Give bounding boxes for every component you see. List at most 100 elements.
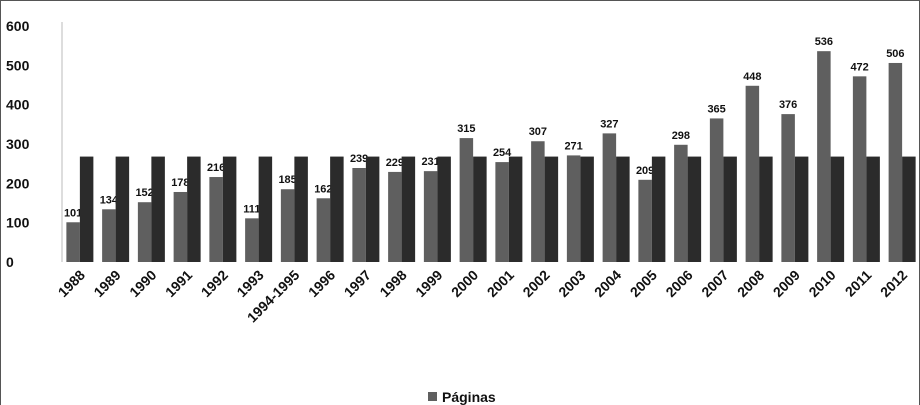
y-tick-label: 500 bbox=[6, 57, 30, 73]
bar bbox=[817, 51, 831, 262]
bar bbox=[79, 156, 94, 262]
x-tick-label: 2012 bbox=[877, 267, 910, 300]
data-label: 315 bbox=[457, 123, 475, 135]
x-tick-label: 2008 bbox=[734, 267, 767, 300]
y-tick-label: 100 bbox=[6, 215, 30, 231]
x-tick-label: 2007 bbox=[698, 267, 731, 300]
x-tick-label: 1996 bbox=[305, 267, 338, 300]
x-tick-label: 2005 bbox=[627, 267, 660, 300]
bar bbox=[388, 171, 402, 262]
bar bbox=[651, 156, 666, 262]
legend-label: Páginas bbox=[442, 389, 496, 405]
bar bbox=[151, 156, 165, 262]
data-label: 209 bbox=[636, 165, 654, 177]
x-tick-label: 2003 bbox=[555, 267, 588, 300]
bar bbox=[723, 156, 737, 262]
bar bbox=[709, 118, 724, 262]
x-tick-label: 2000 bbox=[448, 267, 481, 300]
x-tick-label: 2010 bbox=[805, 267, 838, 300]
data-label: 216 bbox=[207, 162, 225, 174]
bar bbox=[187, 156, 201, 262]
data-label: 365 bbox=[707, 103, 725, 115]
y-tick-label: 0 bbox=[6, 254, 14, 270]
bar bbox=[294, 156, 308, 262]
data-label: 185 bbox=[278, 174, 296, 186]
data-label: 506 bbox=[886, 48, 904, 60]
bar bbox=[638, 179, 652, 262]
bar bbox=[316, 198, 331, 262]
bar bbox=[745, 85, 760, 262]
data-label: 134 bbox=[100, 194, 119, 206]
bar bbox=[759, 156, 773, 262]
data-label: 231 bbox=[421, 156, 439, 168]
bar bbox=[365, 156, 380, 262]
bar bbox=[245, 218, 259, 262]
bar bbox=[794, 156, 809, 262]
x-tick-label: 1998 bbox=[376, 267, 409, 300]
data-label: 327 bbox=[600, 118, 618, 130]
bar bbox=[781, 114, 795, 263]
bar bbox=[473, 156, 487, 262]
x-tick-label: 1999 bbox=[412, 267, 445, 300]
x-tick-label: 2002 bbox=[519, 267, 552, 300]
bar bbox=[830, 156, 845, 262]
x-tick-label: 2004 bbox=[591, 267, 624, 300]
legend-swatch bbox=[428, 392, 437, 401]
data-label: 307 bbox=[529, 126, 547, 138]
data-label: 448 bbox=[743, 71, 761, 83]
y-tick-label: 300 bbox=[6, 136, 30, 152]
data-label: 101 bbox=[64, 207, 82, 219]
bar bbox=[209, 177, 223, 262]
x-tick-label: 1997 bbox=[341, 267, 374, 300]
bar bbox=[687, 156, 702, 262]
bar bbox=[330, 156, 344, 262]
x-tick-label: 1990 bbox=[126, 267, 159, 300]
data-label: 229 bbox=[386, 157, 404, 169]
x-tick-label: 1992 bbox=[198, 267, 231, 300]
data-label: 472 bbox=[850, 61, 868, 73]
bar bbox=[616, 156, 630, 262]
bar bbox=[602, 133, 617, 262]
data-label: 178 bbox=[171, 177, 189, 189]
bar bbox=[674, 144, 688, 262]
bar bbox=[115, 156, 130, 262]
bar bbox=[580, 156, 594, 262]
bar bbox=[258, 156, 273, 262]
bar bbox=[102, 209, 116, 262]
bar bbox=[137, 202, 152, 262]
bar bbox=[566, 155, 581, 262]
x-tick-label: 1991 bbox=[162, 267, 195, 300]
x-tick-label: 2001 bbox=[484, 267, 517, 300]
bar bbox=[173, 191, 188, 262]
x-tick-label: 2009 bbox=[770, 267, 803, 300]
data-label: 239 bbox=[350, 153, 368, 165]
bar bbox=[508, 156, 523, 262]
bar bbox=[66, 222, 80, 262]
bar bbox=[401, 156, 416, 262]
bar bbox=[352, 167, 366, 262]
bar bbox=[888, 62, 903, 263]
y-tick-label: 200 bbox=[6, 175, 30, 191]
bar bbox=[423, 171, 438, 262]
data-label: 536 bbox=[815, 36, 833, 48]
bar bbox=[531, 141, 545, 262]
data-label: 271 bbox=[564, 140, 582, 152]
bar bbox=[544, 156, 559, 262]
x-tick-label: 1989 bbox=[90, 267, 123, 300]
bar bbox=[437, 156, 451, 262]
data-label: 152 bbox=[135, 187, 153, 199]
data-label: 162 bbox=[314, 183, 332, 195]
bar bbox=[902, 156, 916, 262]
bar bbox=[852, 76, 867, 262]
data-label: 111 bbox=[243, 203, 260, 215]
data-label: 298 bbox=[672, 130, 690, 142]
bar bbox=[866, 156, 880, 262]
x-tick-label: 2006 bbox=[662, 267, 695, 300]
y-tick-label: 400 bbox=[6, 97, 30, 113]
bar bbox=[495, 162, 509, 262]
data-label: 376 bbox=[779, 99, 797, 111]
x-tick-label: 1988 bbox=[55, 267, 88, 300]
data-label: 254 bbox=[493, 147, 512, 159]
bar bbox=[222, 156, 237, 262]
